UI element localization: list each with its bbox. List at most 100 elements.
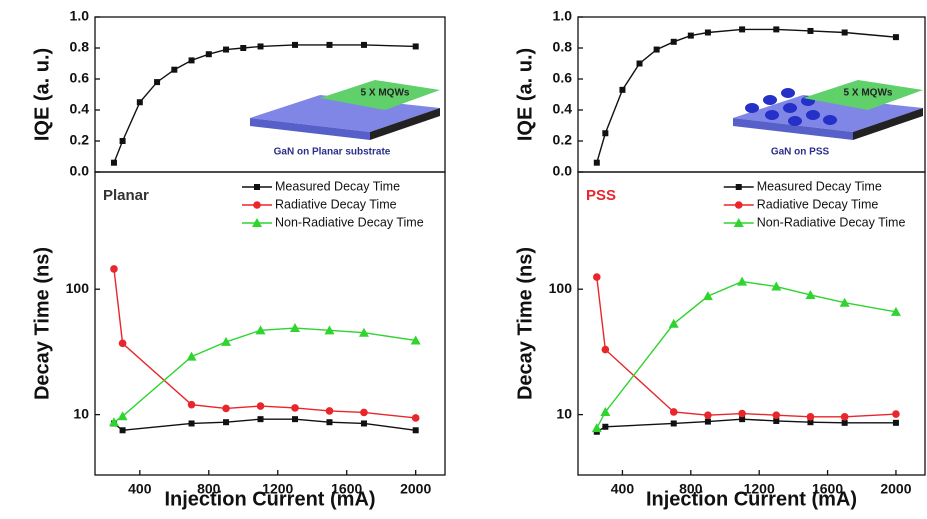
- marker: [687, 32, 694, 39]
- marker: [737, 276, 748, 286]
- marker: [358, 327, 369, 337]
- marker: [110, 159, 117, 166]
- marker: [890, 306, 901, 316]
- marker: [602, 423, 609, 430]
- legend-label: Measured Decay Time: [757, 179, 882, 193]
- marker: [739, 26, 746, 33]
- marker: [110, 265, 118, 273]
- marker: [892, 410, 900, 418]
- marker: [221, 336, 232, 346]
- y-axis-label: Decay Time (ns): [31, 247, 53, 400]
- marker: [772, 411, 781, 419]
- marker: [360, 408, 368, 417]
- x-tick-label: 400: [128, 481, 152, 497]
- y-tick-label: 0.2: [70, 132, 90, 148]
- marker: [412, 427, 419, 434]
- x-axis-label: Injection Current (mA): [646, 488, 857, 510]
- legend-marker: [733, 218, 744, 227]
- marker: [840, 413, 849, 421]
- marker: [290, 323, 300, 333]
- marker: [256, 402, 265, 410]
- marker: [117, 411, 128, 421]
- series-line: [113, 418, 416, 432]
- marker: [653, 46, 660, 53]
- inset-planar: 5 X MQWs GaN on Planar substrate: [250, 80, 440, 158]
- x-tick-label: 2000: [400, 481, 431, 497]
- marker: [223, 46, 230, 53]
- marker: [257, 416, 264, 423]
- marker: [841, 29, 848, 36]
- legend-marker: [734, 201, 743, 209]
- marker: [255, 325, 266, 335]
- marker: [841, 419, 848, 426]
- y-tick-label: 0.0: [70, 163, 90, 179]
- marker: [670, 420, 677, 427]
- marker: [326, 419, 333, 426]
- y-tick-label: 1.0: [70, 8, 90, 24]
- y-tick-label: 10: [73, 405, 89, 421]
- marker: [807, 27, 814, 34]
- marker: [223, 419, 230, 426]
- marker: [291, 404, 299, 412]
- marker: [325, 407, 334, 415]
- marker: [187, 400, 196, 409]
- marker: [240, 45, 247, 51]
- marker: [222, 404, 230, 413]
- legend-marker: [252, 218, 262, 227]
- plot-frame: [577, 171, 926, 476]
- series-line: [596, 280, 897, 429]
- marker: [773, 26, 780, 33]
- inset-label: 5 X MQWs: [361, 88, 410, 99]
- marker: [411, 414, 420, 422]
- marker: [360, 420, 367, 427]
- marker: [738, 409, 746, 418]
- marker: [636, 60, 643, 67]
- substrate-edge: [370, 108, 440, 140]
- marker: [669, 408, 678, 416]
- y-tick-label: 0.4: [553, 101, 573, 117]
- marker: [704, 29, 711, 36]
- y-tick-label: 1.0: [553, 8, 573, 24]
- y-tick-label: 100: [66, 280, 90, 296]
- inset-pss: 5 X MQWs GaN on PSS: [733, 80, 923, 158]
- marker: [619, 86, 626, 93]
- marker: [670, 38, 677, 45]
- marker: [593, 159, 600, 166]
- substrate-side: [250, 118, 370, 140]
- marker: [119, 427, 126, 434]
- plot-frame: [94, 171, 446, 476]
- x-tick-label: 1600: [331, 481, 362, 497]
- marker: [704, 418, 711, 425]
- marker: [119, 138, 126, 144]
- marker: [292, 416, 298, 423]
- marker: [292, 41, 298, 48]
- y-axis-label: IQE (a. u.): [514, 48, 536, 141]
- series-line: [113, 44, 416, 163]
- legend-label: Radiative Decay Time: [275, 197, 397, 211]
- x-tick-label: 1600: [812, 481, 843, 497]
- y-axis-label: IQE (a. u.): [31, 48, 53, 141]
- marker: [171, 66, 178, 73]
- panel-label: Planar: [103, 187, 149, 204]
- x-axis-label: Injection Current (mA): [164, 488, 375, 510]
- marker: [410, 335, 421, 345]
- legend-label: Radiative Decay Time: [757, 197, 879, 211]
- marker: [326, 41, 333, 48]
- y-tick-label: 0.2: [553, 132, 573, 148]
- mqw-layer: [320, 80, 440, 110]
- y-tick-label: 0.4: [70, 101, 90, 117]
- x-tick-label: 1200: [744, 481, 775, 497]
- marker: [702, 291, 713, 301]
- x-tick-label: 800: [679, 481, 703, 497]
- marker: [771, 281, 782, 291]
- y-tick-label: 0.8: [553, 39, 573, 55]
- marker: [704, 411, 712, 419]
- legend-label: Non-Radiative Decay Time: [275, 215, 424, 229]
- marker: [154, 79, 161, 86]
- x-tick-label: 2000: [880, 481, 911, 497]
- marker: [324, 325, 335, 335]
- marker: [593, 273, 601, 281]
- marker: [600, 406, 611, 416]
- marker: [118, 339, 127, 348]
- legend-marker: [253, 201, 261, 209]
